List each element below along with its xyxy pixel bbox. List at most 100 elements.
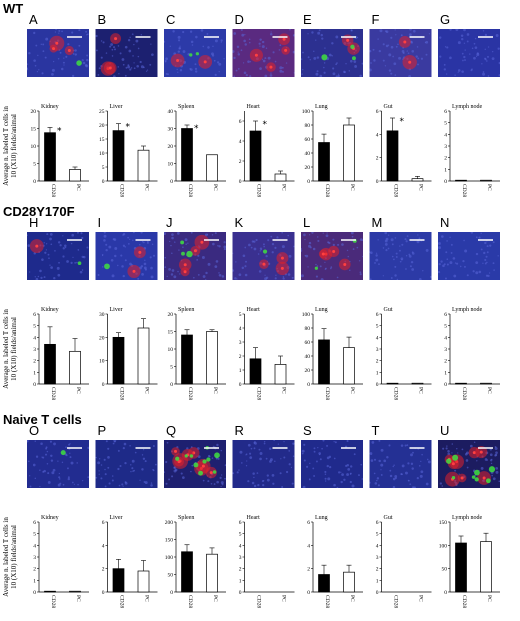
nucleus-dot (407, 462, 410, 465)
nucleus-dot (223, 241, 226, 244)
bar-pc (69, 350, 81, 385)
nucleus-dot (133, 67, 136, 70)
y-tick-label: 0 (33, 382, 36, 388)
nucleus-dot (202, 275, 206, 278)
y-tick-label: 0 (307, 590, 310, 596)
nucleus-dot (207, 262, 211, 266)
nucleus-dot (316, 56, 320, 59)
bar-chart: Lung 0 20 40 60 80 100 CD28 PC (302, 307, 363, 400)
nucleus-dot (141, 454, 144, 456)
nucleus-dot (418, 278, 422, 280)
y-tick-label: 0 (170, 590, 173, 596)
red-label-core (132, 269, 136, 273)
nucleus-dot (453, 274, 457, 278)
nucleus-dot (95, 456, 97, 459)
nucleus-dot (202, 479, 205, 482)
nucleus-dot (270, 235, 273, 238)
nucleus-dot (112, 442, 115, 445)
nucleus-dot (258, 270, 262, 273)
section-title: CD28Y170F (3, 204, 75, 219)
chart-title: Liver (110, 515, 123, 521)
red-label-core (114, 37, 118, 41)
category-label-text: CD28 (393, 595, 399, 608)
nucleus-dot (426, 458, 429, 461)
y-axis-label: Average n. labeled T cells in 10 (X10) fi… (2, 517, 18, 597)
nucleus-dot (292, 50, 295, 54)
y-tick-label: 2 (376, 156, 379, 162)
nucleus-dot (459, 265, 462, 268)
category-label-text: PC (75, 184, 81, 191)
nucleus-dot (311, 31, 314, 34)
bar-pc (480, 541, 492, 593)
nucleus-dot (464, 249, 468, 253)
nucleus-dot (411, 467, 414, 470)
nucleus-dot (221, 474, 223, 476)
nucleus-dot (245, 260, 248, 263)
y-tick-label: 5 (239, 312, 242, 318)
nucleus-dot (312, 247, 316, 251)
nucleus-dot (397, 43, 399, 46)
nucleus-dot (407, 479, 410, 482)
nucleus-dot (373, 59, 376, 62)
category-label-text: CD28 (256, 595, 262, 608)
x-category-label: PC (281, 184, 287, 191)
nucleus-dot (29, 475, 31, 477)
red-label-core (183, 263, 187, 267)
bar-cd28 (249, 358, 262, 385)
nucleus-dot (179, 69, 183, 72)
nucleus-dot (197, 254, 200, 257)
nucleus-dot (409, 483, 412, 486)
nucleus-dot (356, 36, 359, 39)
nucleus-dot (100, 464, 103, 466)
nucleus-dot (107, 456, 110, 459)
nucleus-dot (452, 257, 456, 260)
nucleus-dot (360, 463, 363, 466)
nucleus-dot (480, 248, 483, 251)
x-category-label: CD28 (256, 387, 262, 400)
category-label-text: PC (486, 387, 492, 394)
nucleus-dot (171, 252, 173, 254)
nucleus-dot (353, 60, 357, 63)
nucleus-dot (133, 469, 135, 472)
panel-letter: O (29, 423, 39, 438)
nucleus-dot (253, 476, 255, 479)
nucleus-dot (489, 453, 493, 457)
y-tick-label: 5 (376, 324, 379, 330)
nucleus-dot (168, 478, 170, 481)
nucleus-dot (142, 457, 146, 460)
nucleus-dot (449, 261, 453, 265)
y-tick-label: 5 (102, 165, 105, 171)
nucleus-dot (164, 40, 166, 43)
y-tick-label: 20 (168, 312, 174, 318)
nucleus-dot (316, 265, 319, 267)
category-label-text: CD28 (256, 387, 262, 400)
nucleus-dot (124, 74, 127, 77)
green-label-spot (60, 450, 66, 456)
y-tick-label: 20 (31, 109, 37, 115)
significance-star: * (194, 124, 199, 134)
nucleus-dot (446, 46, 449, 49)
y-tick-label: 25 (99, 109, 105, 115)
red-label-core (282, 37, 286, 41)
nucleus-dot (489, 244, 492, 247)
nucleus-dot (152, 254, 156, 257)
nucleus-dot (119, 464, 122, 467)
red-label-core (209, 471, 213, 475)
nucleus-dot (104, 468, 106, 471)
nucleus-dot (124, 481, 127, 484)
nucleus-dot (252, 472, 255, 475)
nucleus-dot (341, 473, 344, 477)
nucleus-dot (114, 48, 116, 51)
nucleus-dot (140, 232, 143, 234)
nucleus-dot (438, 246, 442, 250)
nucleus-dot (259, 67, 262, 70)
nucleus-dot (475, 55, 478, 57)
nucleus-dot (337, 73, 340, 75)
x-category-label: PC (212, 387, 218, 394)
nucleus-dot (86, 54, 89, 57)
nucleus-dot (441, 485, 444, 487)
nucleus-dot (352, 248, 355, 250)
nucleus-dot (50, 459, 54, 462)
nucleus-dot (350, 59, 353, 63)
x-category-label: CD28 (393, 595, 399, 608)
